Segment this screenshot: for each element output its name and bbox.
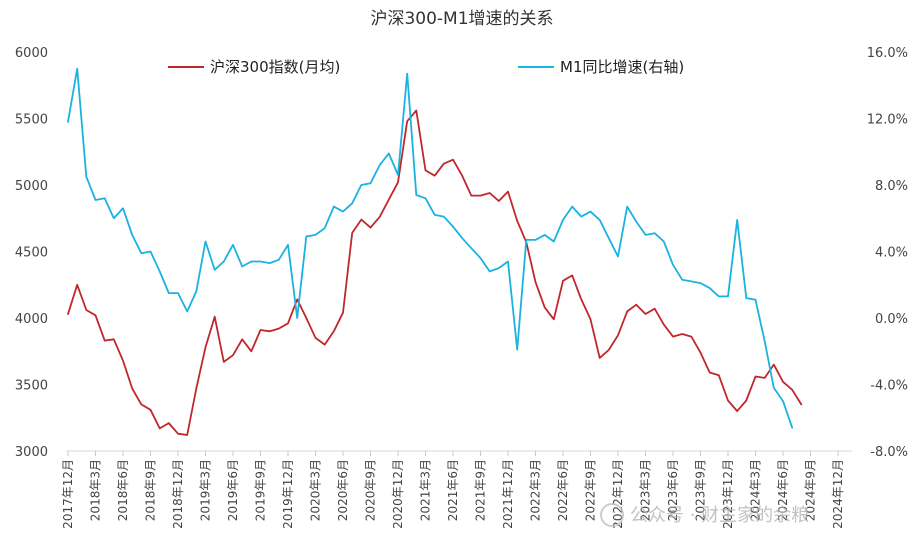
y-right-tick-label: 0.0% <box>875 312 908 327</box>
y-right-tick-label: 4.0% <box>875 246 908 261</box>
x-tick-label: 2021年12月 <box>501 459 515 529</box>
x-tick-label: 2020年3月 <box>309 459 323 521</box>
x-tick-label: 2017年12月 <box>61 459 75 529</box>
x-tick-label: 2019年9月 <box>254 459 268 521</box>
x-tick-label: 2023年9月 <box>694 459 708 521</box>
x-tick-label: 2018年6月 <box>116 459 130 521</box>
x-tick-label: 2019年3月 <box>199 459 213 521</box>
x-tick-label: 2021年3月 <box>419 459 433 521</box>
left-axis: 3000 3500 4000 4500 5000 5500 6000 <box>15 46 48 460</box>
x-tick-label: 2021年9月 <box>474 459 488 521</box>
x-tick-label: 2018年9月 <box>144 459 158 521</box>
wechat-icon <box>600 503 624 527</box>
x-tick-label: 2024年6月 <box>776 459 790 521</box>
right-axis: -8.0% -4.0% 0.0% 4.0% 8.0% 12.0% 16.0% <box>867 46 908 460</box>
legend-label-hs300: 沪深300指数(月均) <box>210 58 340 76</box>
watermark-text: 公众号 · 财主家的余粮 <box>630 505 809 526</box>
x-tick-label: 2022年6月 <box>556 459 570 521</box>
x-tick-label: 2023年3月 <box>639 459 653 521</box>
x-tick-label: 2018年3月 <box>89 459 103 521</box>
series <box>67 67 803 436</box>
y-right-tick-label: 16.0% <box>867 46 908 61</box>
x-tick-label: 2021年6月 <box>446 459 460 521</box>
y-left-tick-label: 5000 <box>15 179 48 194</box>
x-tick-label: 2023年12月 <box>721 459 735 529</box>
legend: 沪深300指数(月均) M1同比增速(右轴) <box>168 58 684 76</box>
x-axis: 2017年12月 2018年3月 2018年6月 2018年9月 2018年12月 201… <box>61 451 845 529</box>
x-tick-label: 2020年6月 <box>336 459 350 521</box>
y-left-tick-label: 3500 <box>15 379 48 394</box>
y-left-tick-label: 4000 <box>15 312 48 327</box>
x-tick-label: 2020年9月 <box>364 459 378 521</box>
y-right-tick-label: -8.0% <box>870 445 908 460</box>
x-tick-label: 2019年12月 <box>281 459 295 529</box>
x-tick-label: 2022年3月 <box>529 459 543 521</box>
x-tick-label: 2024年3月 <box>749 459 763 521</box>
chart-title: 沪深300-M1增速的关系 <box>370 9 553 29</box>
x-tick-label: 2023年6月 <box>666 459 680 521</box>
x-tick-label: 2024年12月 <box>831 459 845 529</box>
x-tick-label: 2018年12月 <box>171 459 185 529</box>
legend-label-m1: M1同比增速(右轴) <box>560 58 684 76</box>
series-line-m1 <box>67 67 794 429</box>
watermark: 公众号 · 财主家的余粮 <box>600 503 809 527</box>
y-left-tick-label: 3000 <box>15 445 48 460</box>
y-left-tick-label: 6000 <box>15 46 48 61</box>
x-tick-label: 2019年6月 <box>226 459 240 521</box>
x-tick-label: 2020年12月 <box>391 459 405 529</box>
series-line-hs300 <box>67 109 803 436</box>
x-tick-label: 2024年9月 <box>804 459 818 521</box>
y-left-tick-label: 4500 <box>15 246 48 261</box>
x-tick-label: 2022年9月 <box>584 459 598 521</box>
y-right-tick-label: 8.0% <box>875 179 908 194</box>
y-right-tick-label: 12.0% <box>867 113 908 128</box>
y-right-tick-label: -4.0% <box>870 379 908 394</box>
y-left-tick-label: 5500 <box>15 113 48 128</box>
